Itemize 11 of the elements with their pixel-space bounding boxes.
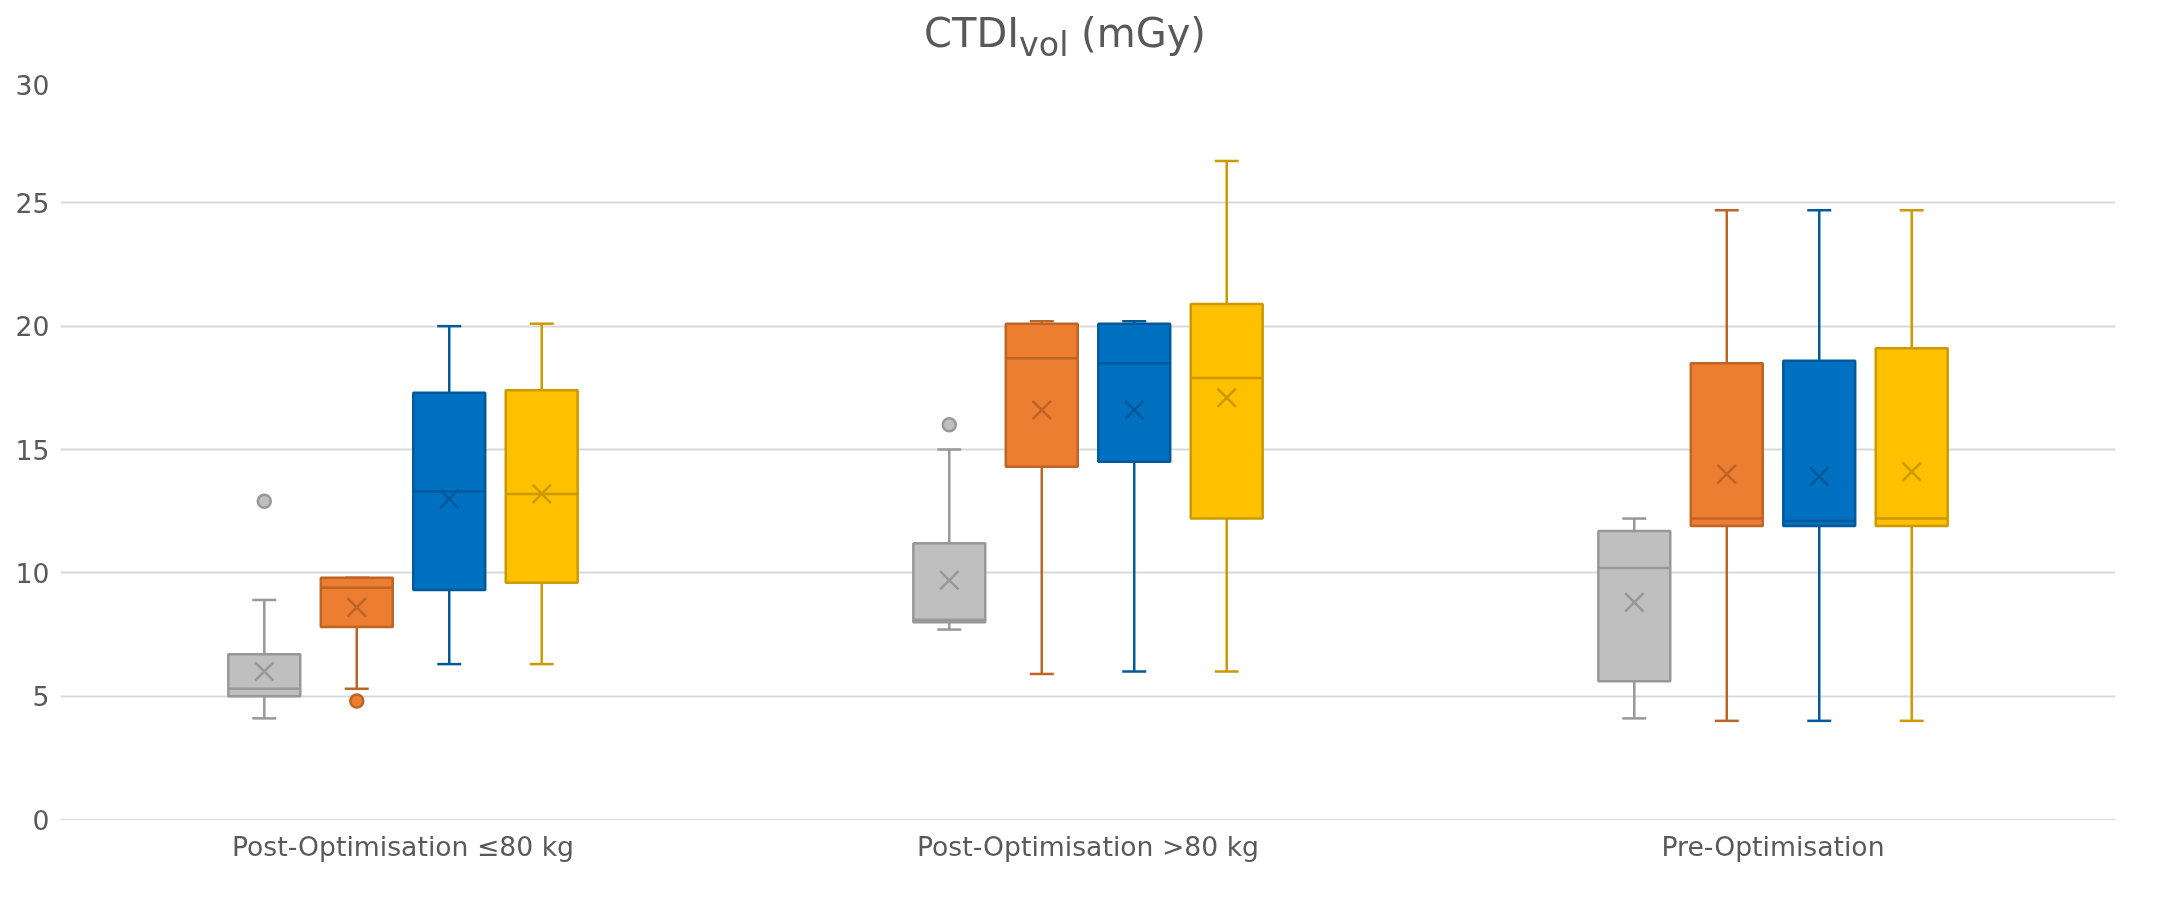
y-tick-label: 25 — [15, 187, 50, 219]
y-tick-label: 20 — [15, 310, 50, 342]
x-tick-label: Post-Optimisation >80 kg — [916, 830, 1260, 862]
y-tick-label: 15 — [15, 434, 50, 466]
y-tick-label: 5 — [32, 680, 50, 712]
chart-title: CTDI$_{vol}$ (mGy) — [924, 9, 1206, 66]
y-tick-label: 10 — [15, 557, 50, 589]
y-tick-label: 30 — [15, 69, 50, 101]
x-tick-label: Pre-Optimisation — [1661, 830, 1885, 862]
y-tick-label: 0 — [32, 804, 50, 836]
x-tick-label: Post-Optimisation ≤80 kg — [231, 830, 575, 862]
